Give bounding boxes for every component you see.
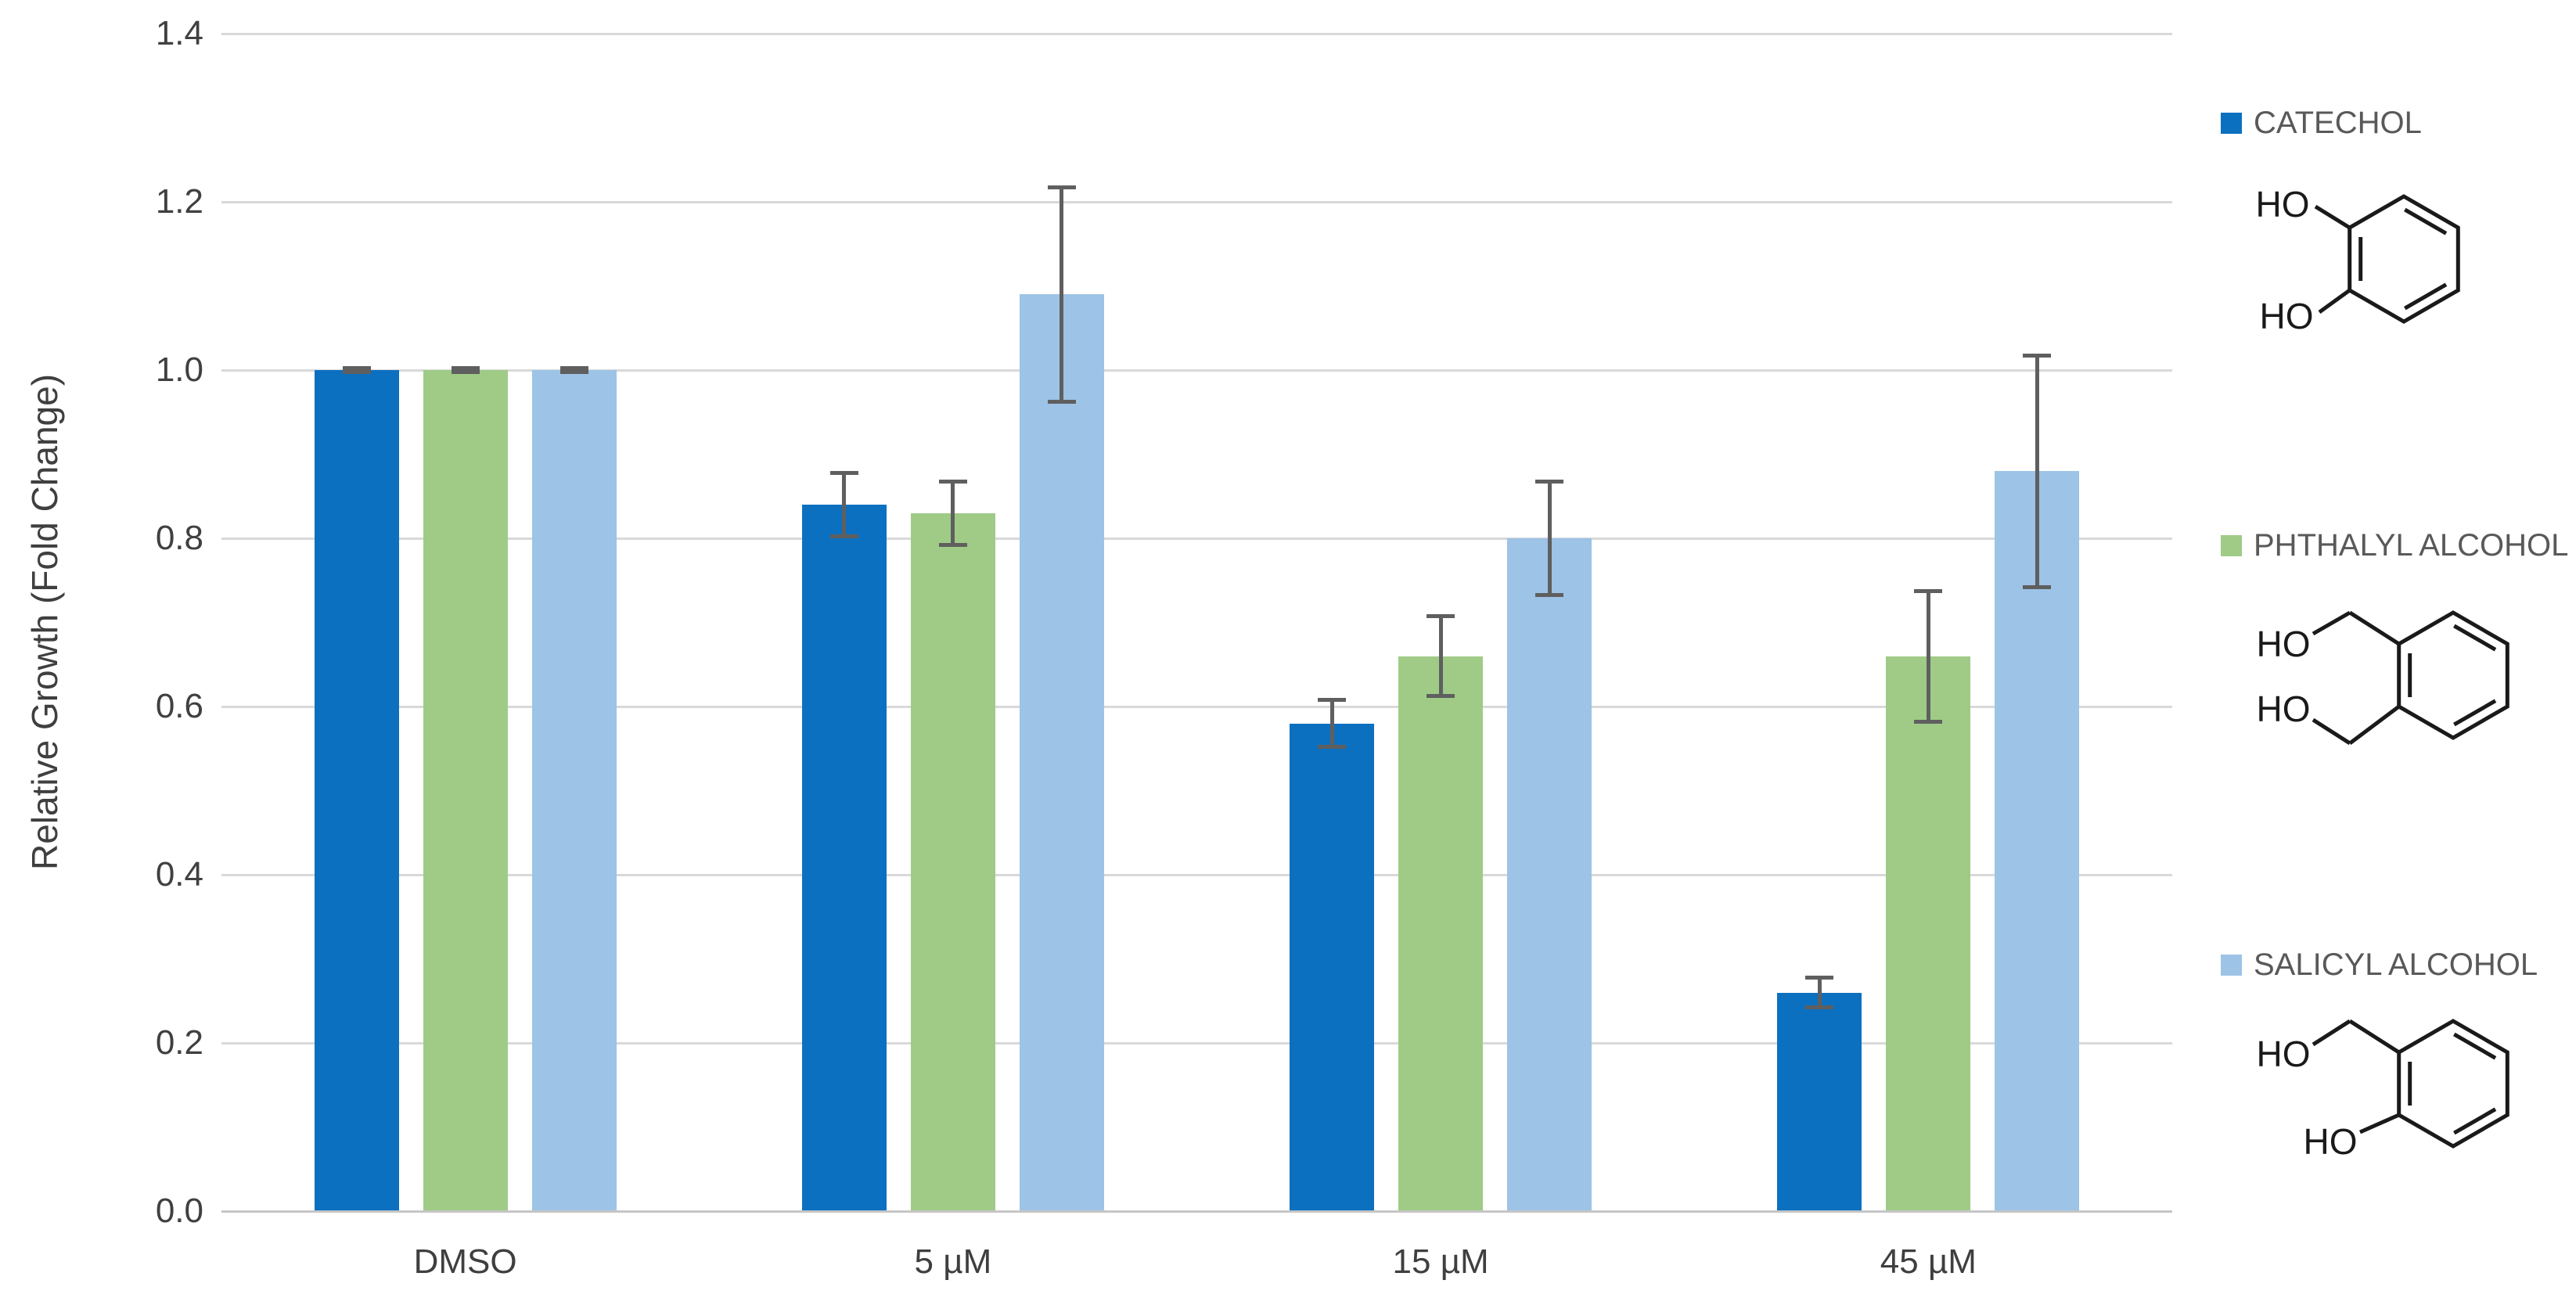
bar-salicyl-alcohol-45-m	[1995, 471, 2080, 1211]
error-cap-bottom-phthalyl-alcohol-5-m	[938, 542, 967, 547]
hydroxyl-label: HO	[2260, 296, 2314, 336]
legend-swatch-salicyl-alcohol	[2221, 954, 2242, 976]
error-bar-salicyl-alcohol-dmso	[572, 365, 577, 375]
error-cap-top-salicyl-alcohol-45-m	[2023, 353, 2052, 358]
error-cap-bottom-catechol-dmso	[342, 370, 371, 375]
error-bar-phthalyl-alcohol-dmso	[463, 365, 468, 375]
catechol-structure-diagram: HO HO	[2256, 184, 2460, 336]
error-bar-phthalyl-alcohol-15-m	[1438, 613, 1443, 699]
bar-phthalyl-alcohol-5-m	[910, 512, 995, 1211]
y-axis-title: Relative Growth (Fold Change)	[24, 373, 65, 871]
error-cap-bottom-salicyl-alcohol-5-m	[1047, 400, 1076, 404]
bar-phthalyl-alcohol-45-m	[1886, 656, 1971, 1211]
gridline-0.2	[221, 1041, 2172, 1045]
x-axis-label-5-m: 5 µM	[914, 1242, 992, 1281]
legend-label-salicyl-alcohol: SALICYL ALCOHOL	[2254, 947, 2538, 982]
y-tick-label-1.4: 1.4	[155, 14, 203, 52]
x-axis-label-15-m: 15 µM	[1392, 1242, 1489, 1281]
error-cap-bottom-phthalyl-alcohol-dmso	[451, 370, 480, 375]
hydroxyl-label: HO	[2304, 1121, 2358, 1162]
legend-entry-salicyl-alcohol: SALICYL ALCOHOL	[2221, 947, 2538, 983]
error-bar-phthalyl-alcohol-45-m	[1926, 588, 1930, 724]
legend-entry-phthalyl-alcohol: PHTHALYL ALCOHOL	[2221, 527, 2568, 563]
gridline-1.4	[221, 32, 2172, 35]
bar-salicyl-alcohol-5-m	[1019, 294, 1104, 1211]
y-tick-label-1.0: 1.0	[155, 351, 203, 389]
legend-entry-catechol: CATECHOL	[2221, 105, 2422, 141]
bar-catechol-45-m	[1777, 992, 1862, 1211]
error-cap-top-catechol-5-m	[829, 471, 858, 475]
gridline-1.2	[221, 200, 2172, 203]
error-cap-bottom-catechol-45-m	[1805, 1005, 1834, 1009]
y-tick-label-0.6: 0.6	[155, 687, 203, 725]
y-tick-label-0.2: 0.2	[155, 1023, 203, 1062]
legend-label-catechol: CATECHOL	[2254, 105, 2422, 140]
gridline-0.4	[221, 873, 2172, 876]
hydroxyl-label: HO	[2256, 184, 2310, 225]
error-cap-bottom-salicyl-alcohol-45-m	[2023, 584, 2052, 589]
y-tick-label-1.2: 1.2	[155, 182, 203, 221]
bar-phthalyl-alcohol-15-m	[1398, 656, 1484, 1211]
legend-swatch-phthalyl-alcohol	[2221, 534, 2242, 556]
error-cap-bottom-phthalyl-alcohol-15-m	[1427, 694, 1455, 699]
plot-area	[221, 32, 2172, 1213]
error-bar-catechol-dmso	[354, 365, 359, 375]
bar-catechol-5-m	[801, 505, 887, 1211]
legend-label-phthalyl-alcohol: PHTHALYL ALCOHOL	[2254, 527, 2569, 563]
error-bar-salicyl-alcohol-15-m	[1547, 479, 1552, 598]
error-cap-top-catechol-dmso	[342, 365, 371, 370]
error-bar-catechol-5-m	[842, 471, 847, 538]
y-tick-label-0.0: 0.0	[155, 1192, 203, 1230]
error-cap-top-catechol-45-m	[1805, 976, 1834, 980]
hydroxyl-label: HO	[2257, 689, 2311, 729]
gridline-1.0	[221, 369, 2172, 372]
gridline-0.6	[221, 705, 2172, 708]
error-cap-bottom-salicyl-alcohol-dmso	[559, 370, 588, 375]
bar-catechol-dmso	[314, 370, 399, 1211]
error-bar-catechol-45-m	[1817, 976, 1822, 1009]
error-cap-top-catechol-15-m	[1318, 698, 1347, 703]
error-bar-phthalyl-alcohol-5-m	[951, 479, 955, 547]
error-cap-top-phthalyl-alcohol-45-m	[1914, 588, 1943, 593]
error-cap-bottom-catechol-15-m	[1318, 744, 1347, 749]
y-tick-label-0.4: 0.4	[155, 855, 203, 894]
x-axis-line	[221, 1210, 2172, 1213]
hydroxyl-label: HO	[2257, 624, 2311, 664]
bar-catechol-15-m	[1290, 723, 1375, 1211]
error-bar-catechol-15-m	[1329, 698, 1334, 749]
error-cap-top-salicyl-alcohol-15-m	[1535, 479, 1564, 484]
error-cap-bottom-catechol-5-m	[829, 534, 858, 538]
error-cap-top-phthalyl-alcohol-5-m	[938, 479, 967, 484]
error-bar-salicyl-alcohol-5-m	[1060, 185, 1064, 404]
error-cap-bottom-salicyl-alcohol-15-m	[1535, 593, 1564, 598]
gridline-0.8	[221, 537, 2172, 540]
error-cap-top-salicyl-alcohol-dmso	[559, 365, 588, 370]
bar-salicyl-alcohol-15-m	[1507, 538, 1592, 1211]
error-cap-bottom-phthalyl-alcohol-45-m	[1914, 719, 1943, 724]
x-axis-label-dmso: DMSO	[413, 1242, 517, 1281]
salicyl-alcohol-structure-diagram: HO HO	[2257, 1019, 2509, 1162]
hydroxyl-label: HO	[2257, 1034, 2311, 1074]
bar-phthalyl-alcohol-dmso	[423, 370, 508, 1211]
legend-swatch-catechol	[2221, 112, 2242, 134]
x-axis-label-45-m: 45 µM	[1880, 1242, 1977, 1281]
bar-salicyl-alcohol-dmso	[531, 370, 617, 1211]
error-cap-top-phthalyl-alcohol-dmso	[451, 365, 480, 370]
error-cap-top-salicyl-alcohol-5-m	[1047, 185, 1076, 189]
phthalyl-alcohol-structure-diagram: HO HO	[2257, 610, 2509, 746]
y-tick-label-0.8: 0.8	[155, 519, 203, 557]
error-cap-top-phthalyl-alcohol-15-m	[1427, 613, 1455, 618]
error-bar-salicyl-alcohol-45-m	[2035, 353, 2039, 589]
